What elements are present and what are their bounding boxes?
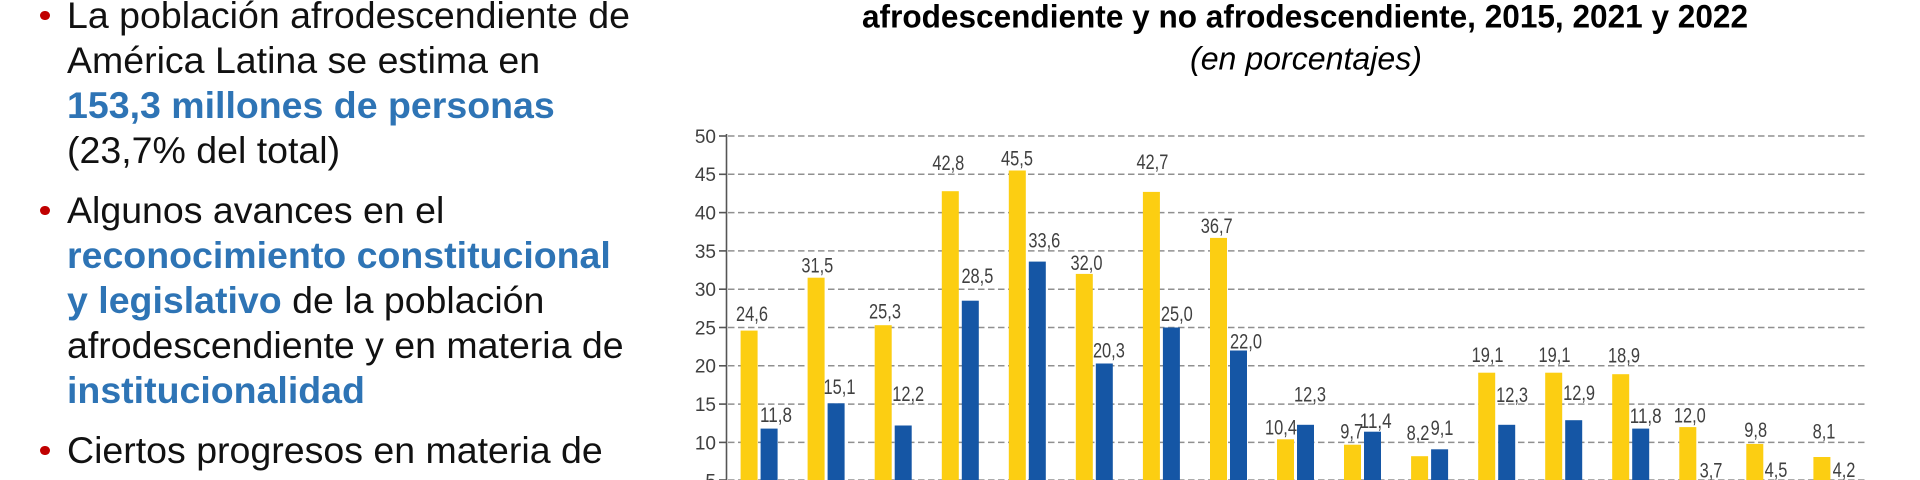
svg-text:19,1: 19,1 <box>1539 344 1571 367</box>
svg-text:12,3: 12,3 <box>1294 384 1326 407</box>
svg-text:15: 15 <box>695 395 716 416</box>
svg-text:4,2: 4,2 <box>1833 459 1856 480</box>
svg-text:28,5: 28,5 <box>961 265 993 288</box>
svg-text:9,1: 9,1 <box>1431 417 1454 440</box>
svg-text:25: 25 <box>695 318 716 339</box>
svg-text:20,3: 20,3 <box>1093 340 1125 363</box>
svg-text:33,6: 33,6 <box>1028 230 1060 253</box>
svg-text:8,1: 8,1 <box>1813 421 1836 444</box>
svg-text:40: 40 <box>695 204 716 225</box>
svg-text:31,5: 31,5 <box>801 255 833 278</box>
svg-text:9,7: 9,7 <box>1340 420 1363 443</box>
svg-text:25,0: 25,0 <box>1161 303 1193 326</box>
svg-text:5: 5 <box>705 472 716 480</box>
svg-text:50: 50 <box>695 127 716 148</box>
svg-text:24,6: 24,6 <box>736 303 768 326</box>
svg-text:18,9: 18,9 <box>1608 344 1640 367</box>
svg-text:9,8: 9,8 <box>1744 419 1767 442</box>
svg-text:45: 45 <box>695 165 716 186</box>
svg-text:12,9: 12,9 <box>1563 382 1595 405</box>
svg-text:3,7: 3,7 <box>1700 460 1723 480</box>
svg-text:4,5: 4,5 <box>1765 459 1788 480</box>
svg-text:12,2: 12,2 <box>892 383 924 406</box>
svg-text:35: 35 <box>695 242 716 263</box>
svg-text:22,0: 22,0 <box>1230 331 1262 354</box>
svg-text:afrodescendiente y no afrodesc: afrodescendiente y no afrodescendiente, … <box>862 0 1748 35</box>
svg-text:11,4: 11,4 <box>1360 410 1392 433</box>
svg-text:10: 10 <box>695 433 716 454</box>
svg-text:(en porcentajes): (en porcentajes) <box>1190 40 1422 76</box>
svg-text:42,7: 42,7 <box>1136 151 1168 174</box>
svg-text:10,4: 10,4 <box>1265 417 1297 440</box>
svg-text:12,0: 12,0 <box>1674 404 1706 427</box>
svg-text:11,8: 11,8 <box>1630 405 1662 428</box>
svg-text:19,1: 19,1 <box>1472 344 1504 367</box>
svg-text:42,8: 42,8 <box>932 152 964 175</box>
svg-text:20: 20 <box>695 357 716 378</box>
svg-text:12,3: 12,3 <box>1496 384 1528 407</box>
svg-text:8,2: 8,2 <box>1407 422 1430 445</box>
svg-text:25,3: 25,3 <box>869 301 901 324</box>
svg-text:45,5: 45,5 <box>1001 147 1033 170</box>
svg-text:32,0: 32,0 <box>1071 252 1103 275</box>
svg-text:30: 30 <box>695 280 716 301</box>
svg-text:36,7: 36,7 <box>1201 215 1233 238</box>
svg-text:15,1: 15,1 <box>824 376 856 399</box>
svg-text:11,8: 11,8 <box>760 404 792 427</box>
